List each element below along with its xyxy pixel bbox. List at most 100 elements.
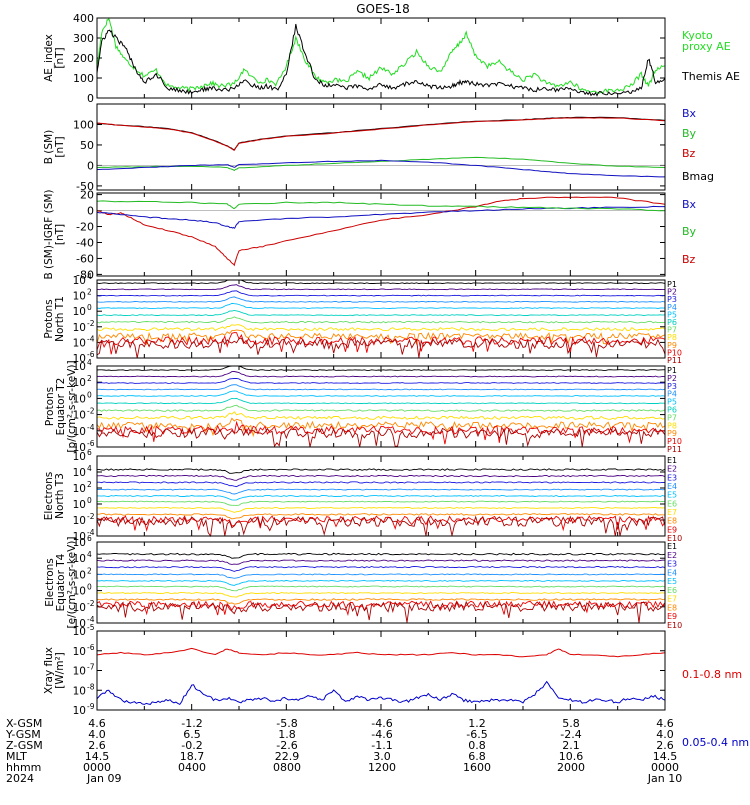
footer-value: -2.4 [560,728,581,741]
chart-title: GOES-18 [356,2,410,16]
protons2-channel-p11 [96,427,666,448]
protons2-channel-p9 [96,417,666,438]
electrons2-channel-e2 [96,559,666,565]
protons2-ytick-base: 10 [73,410,86,422]
footer-value: 2.1 [562,739,580,752]
ae-ylabel-line: AE_index [43,34,55,82]
protons2-channel-p2 [96,371,666,378]
electrons2-legend-e3: E3 [667,560,677,569]
footer-value: 4.6 [656,717,674,730]
footer-value: 1.8 [278,728,296,741]
protons2-channel-p7 [96,404,666,412]
electrons2-legend-e8: E8 [667,603,677,612]
footer-value: 2.6 [656,739,674,752]
electrons1-ytick-base: 10 [73,467,86,479]
electrons1-ytick-base: 10 [73,483,86,495]
protons1-legend-p2: P2 [667,288,677,297]
xray-ylabel-line: Xray flux [43,647,55,694]
protons1-channel-p6 [96,309,666,316]
xray-series-0-1-0-8-nm [96,647,666,658]
footer-value: -1.2 [181,717,202,730]
protons2-ytick-exponent: -4 [87,423,95,432]
electrons2-legend-e5: E5 [667,577,677,586]
electrons2-legend-e9: E9 [667,612,677,621]
footer-label-hhmm: hhmm [6,761,41,774]
protons1-ytick-base: 10 [73,322,86,334]
footer-value: 22.9 [275,750,300,763]
bigrf-ytick-label: -40 [76,236,94,249]
protons1-legend-p10: P10 [667,348,682,357]
bsm-legend-bz: Bz [682,147,696,160]
xray-series-0-05-0-4-nm [96,680,666,706]
footer-value: -0.2 [181,739,202,752]
protons2-channel-p5 [96,390,666,397]
bigrf-series-bz [96,196,666,267]
protons1-ytick-exponent: 2 [87,288,92,297]
bigrf-ytick-label: -20 [76,221,94,234]
bigrf-legend-bx: Bx [682,198,697,211]
footer-value: 0000 [83,761,111,774]
xray-ytick-base: 10 [73,626,86,638]
protons1-legend-p5: P5 [667,310,677,319]
footer-value: 6.5 [183,728,201,741]
electrons2-ytick-exponent: 6 [87,534,92,543]
protons1-channel-p8 [96,324,666,332]
ae-ytick-label: 200 [73,52,94,65]
protons1-ytick-exponent: 4 [87,272,92,281]
protons2-legend-p4: P4 [667,390,677,399]
protons1-ytick-exponent: -2 [87,319,95,328]
footer-value: Jan 10 [647,772,682,785]
electrons1-ytick-base: 10 [73,451,86,463]
bsm-legend-bx: Bx [682,107,697,120]
footer-value: 0800 [273,761,301,774]
protons2-channel-p4 [96,384,666,391]
protons1-legend-p1: P1 [667,280,677,289]
electrons2-ytick-base: 10 [73,537,86,549]
electrons2-ytick-exponent: 2 [87,566,92,575]
electrons1-channel-e7 [97,507,666,513]
electrons2-ytick-exponent: 4 [87,550,92,559]
electrons2-ylabel-line: Electrons [44,558,56,607]
bigrf-series-bx [96,205,665,229]
electrons2-ytick-exponent: 0 [87,583,92,592]
electrons1-legend-e1: E1 [667,456,677,465]
footer-value: -4.6 [371,728,392,741]
xray-legend-0-05-0-4-nm: 0.05-0.4 nm [682,736,749,749]
bigrf-ytick-label: -80 [76,268,94,281]
protons2-legend-p8: P8 [667,421,677,430]
footer-value: Jan 09 [86,772,121,785]
xray-ytick-exponent: -5 [87,623,95,632]
protons1-ytick-base: 10 [73,306,86,318]
protons1-legend-p3: P3 [667,295,677,304]
protons2-ylabel-line: Protons [44,387,56,426]
protons1-legend-p4: P4 [667,303,677,312]
bsm-series-bmag [97,116,666,151]
footer-label-x-gsm: X-GSM [6,717,42,730]
xray-ytick-base: 10 [73,685,86,697]
electrons1-channel-e5 [97,495,666,501]
electrons2-channel-e10 [96,600,666,624]
bsm-ylabel-line: [nT] [54,136,66,157]
protons1-ytick-exponent: 0 [87,303,92,312]
protons2-ytick-base: 10 [73,442,86,454]
electrons1-legend-e8: E8 [667,517,677,526]
protons1-ytick-base: 10 [73,353,86,365]
protons1-channel-p9 [96,329,666,346]
electrons2-channel-e1 [96,552,666,559]
bigrf-ytick-label: 0 [87,205,94,218]
electrons2-legend-e2: E2 [667,551,677,560]
ae-ylabel-line: [nT] [54,47,66,68]
electrons1-channel-e2 [97,474,666,481]
protons1-ytick-exponent: -6 [87,350,95,359]
xray-ytick-exponent: -7 [87,663,95,672]
protons1-channel-p3 [96,290,666,297]
electrons2-ytick-base: 10 [73,569,86,581]
ae-ytick-label: 100 [73,72,94,85]
protons2-channel-p3 [96,377,666,384]
footer-value: 18.7 [180,750,205,763]
footer-value: 4.0 [656,728,674,741]
footer-value: 1.2 [468,717,486,730]
bsm-series-bx [96,159,665,178]
electrons1-ytick-exponent: 4 [87,464,92,473]
electrons2-channel-e5 [96,579,666,586]
